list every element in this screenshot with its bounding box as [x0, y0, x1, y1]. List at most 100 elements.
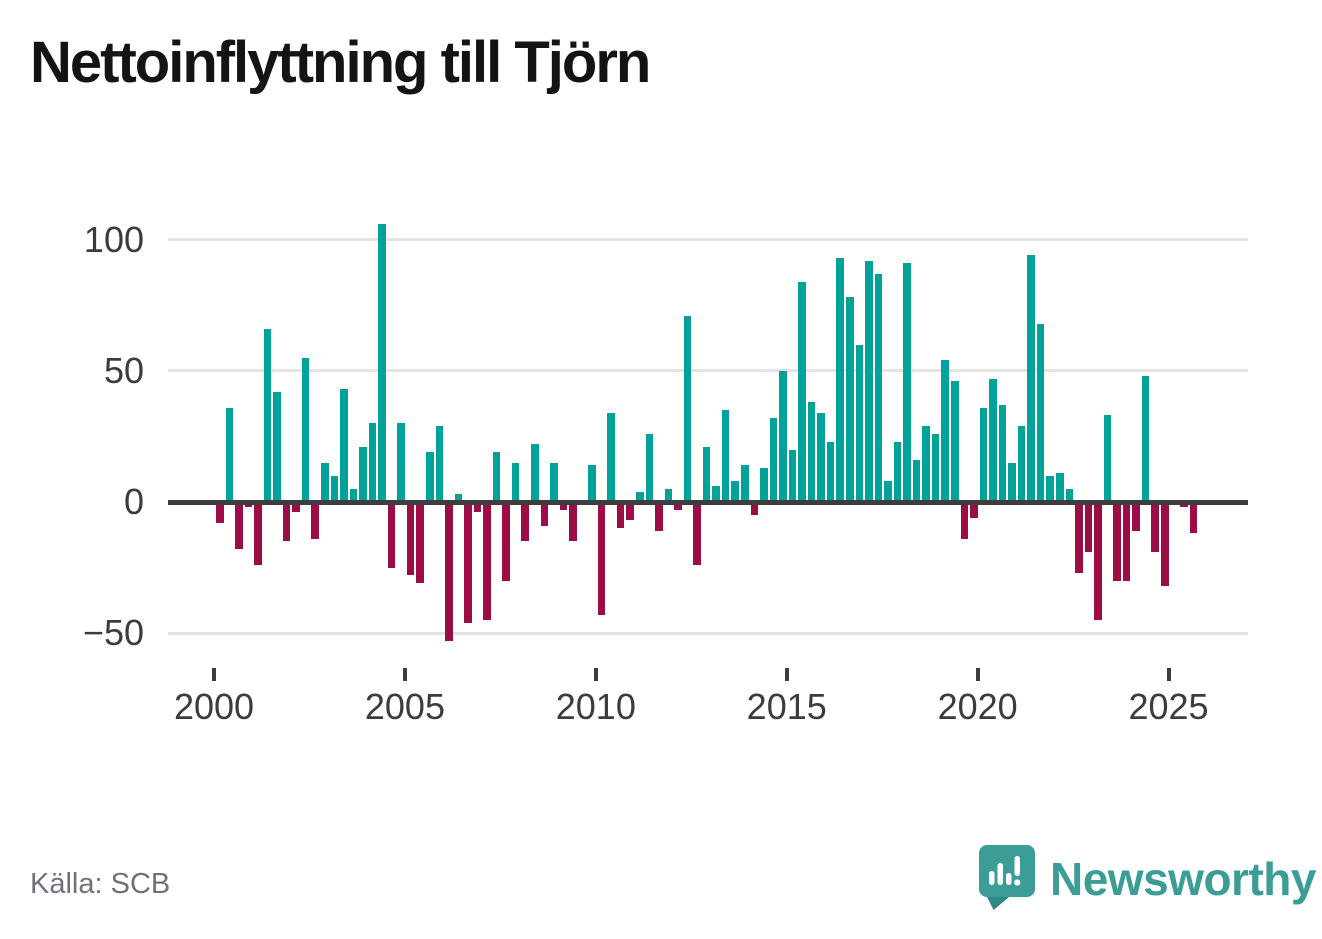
bar-2014Q1 [750, 502, 759, 516]
bar-2012Q3 [693, 502, 701, 565]
bar-2000Q1 [216, 502, 224, 523]
x-axis-label: 2020 [937, 686, 1018, 727]
x-axis-label: 2025 [1128, 686, 1209, 727]
y-axis-label: 50 [103, 349, 144, 391]
bar-2002Q3 [311, 502, 320, 539]
bar-2011Q4 [664, 488, 673, 502]
bar-2018Q2 [912, 460, 921, 502]
bar-2011Q1 [635, 491, 644, 502]
bar-2023Q1 [1094, 502, 1102, 621]
newsworthy-logo-icon [979, 845, 1035, 910]
bar-2009Q4 [588, 465, 596, 502]
gridline [168, 369, 1248, 373]
bar-2000Q4 [244, 502, 253, 508]
x-axis-tick [212, 668, 217, 681]
bar-2015Q2 [798, 281, 806, 502]
bar-2014Q4 [779, 370, 787, 502]
bar-2023Q4 [1122, 502, 1131, 581]
bar-2004Q1 [368, 423, 377, 502]
bar-2008Q2 [530, 444, 539, 502]
bar-2003Q4 [359, 446, 367, 502]
bar-2006Q1 [445, 502, 453, 642]
bar-2013Q2 [721, 410, 730, 502]
x-axis-tick [593, 668, 598, 681]
bar-2001Q2 [263, 328, 272, 502]
bar-2016Q4 [855, 344, 864, 502]
bar-2007Q3 [502, 502, 510, 581]
bar-2006Q4 [473, 502, 482, 513]
brand-name: Newsworthy [1050, 853, 1316, 905]
bar-2021Q1 [1017, 425, 1026, 502]
bar-2000Q3 [235, 502, 243, 550]
bar-2025Q3 [1189, 502, 1198, 534]
source-note: Källa: SCB [30, 868, 171, 900]
bar-2001Q4 [282, 502, 291, 542]
bar-2010Q1 [597, 502, 606, 615]
bar-2004Q4 [397, 423, 405, 502]
bar-2003Q2 [340, 389, 348, 502]
bar-2024Q3 [1151, 502, 1159, 552]
bar-2021Q3 [1036, 323, 1045, 502]
bar-2020Q3 [998, 404, 1007, 502]
bar-2002Q1 [292, 502, 300, 513]
bar-2022Q4 [1084, 502, 1093, 552]
bar-2021Q4 [1046, 475, 1054, 502]
bar-2003Q3 [349, 488, 358, 502]
bar-2015Q3 [807, 402, 816, 502]
y-axis-label: −50 [82, 612, 144, 654]
bar-2023Q2 [1103, 415, 1112, 502]
bar-2011Q3 [655, 502, 663, 531]
bar-2008Q1 [521, 502, 530, 542]
x-axis-label: 2015 [746, 686, 827, 727]
bar-2013Q3 [731, 481, 740, 502]
bar-2010Q3 [616, 502, 625, 529]
bar-2014Q3 [769, 418, 778, 502]
bar-2019Q4 [970, 502, 978, 518]
bar-2005Q1 [406, 502, 415, 576]
bar-2018Q4 [931, 433, 940, 502]
page-title: Nettoinflyttning till Tjörn [30, 30, 651, 95]
bar-2001Q1 [254, 502, 262, 565]
bar-2005Q2 [416, 502, 425, 584]
bar-2017Q3 [884, 481, 892, 502]
bar-2013Q4 [740, 465, 749, 502]
bar-2016Q3 [845, 297, 854, 502]
x-axis-tick [402, 668, 407, 681]
bar-2017Q4 [893, 441, 902, 502]
x-axis-tick [975, 668, 980, 681]
bar-2007Q1 [483, 502, 491, 621]
y-axis-label: 100 [83, 218, 144, 260]
bar-2019Q1 [941, 360, 949, 502]
bar-2005Q4 [435, 425, 444, 502]
bar-2009Q2 [569, 502, 577, 542]
y-axis-label: 0 [123, 481, 144, 522]
bar-2006Q2 [454, 494, 463, 502]
bar-2022Q2 [1065, 488, 1074, 502]
bar-2021Q2 [1027, 255, 1035, 502]
bar-2020Q1 [979, 407, 988, 502]
bar-2016Q1 [826, 441, 835, 502]
bar-2004Q2 [378, 223, 386, 502]
bar-2003Q1 [330, 475, 339, 502]
zero-axis-line [168, 499, 1248, 505]
bar-2022Q1 [1055, 473, 1064, 502]
bar-2009Q1 [559, 502, 568, 510]
bar-2018Q1 [903, 263, 911, 502]
bar-2016Q2 [836, 257, 845, 502]
gridline [168, 238, 1248, 242]
bar-2024Q2 [1141, 376, 1150, 502]
bar-2011Q2 [645, 433, 654, 502]
bar-2019Q2 [950, 381, 959, 502]
brand-footer: Newsworthy [978, 844, 1316, 914]
x-axis-label: 2005 [364, 686, 445, 727]
bar-2004Q3 [387, 502, 396, 568]
bar-2019Q3 [960, 502, 969, 539]
bar-2015Q4 [817, 412, 825, 502]
gridline [168, 631, 1248, 635]
bar-2025Q2 [1180, 502, 1188, 508]
x-axis-label: 2010 [555, 686, 636, 727]
bar-2000Q2 [225, 407, 234, 502]
bar-2005Q3 [425, 452, 434, 502]
bar-2012Q1 [674, 502, 682, 510]
